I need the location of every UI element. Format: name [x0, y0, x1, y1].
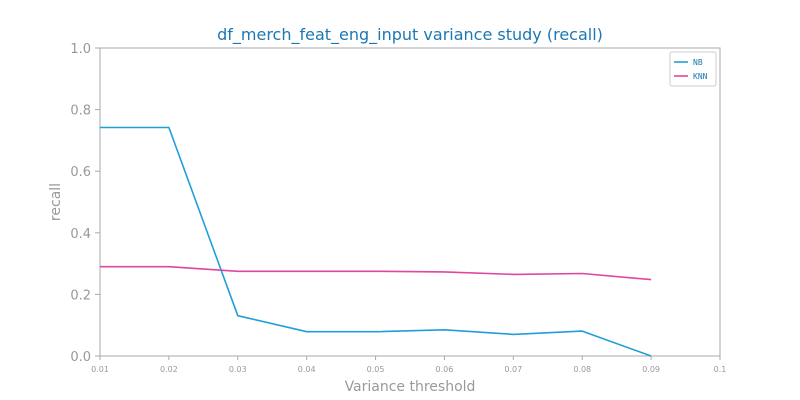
x-tick-label: 0.07 [504, 365, 522, 374]
y-tick-label: 0.0 [70, 350, 91, 365]
y-tick-label: 1.0 [70, 42, 91, 57]
x-axis-label: Variance threshold [345, 379, 476, 395]
legend-box [669, 51, 717, 87]
chart-title: df_merch_feat_eng_input variance study (… [217, 25, 603, 45]
legend-label: NB [693, 58, 703, 67]
x-tick-label: 0.02 [160, 365, 178, 374]
y-tick-label: 0.2 [70, 288, 91, 303]
x-tick-label: 0.01 [91, 365, 109, 374]
plot-frame [99, 47, 721, 357]
series-line-nb [100, 126, 652, 357]
x-tick-label: 0.06 [436, 365, 454, 374]
x-tick-label: 0.1 [714, 365, 727, 374]
y-tick-label: 0.6 [70, 165, 91, 180]
legend-label: KNN [693, 72, 708, 81]
y-axis-label: recall [48, 183, 64, 221]
x-tick-label: 0.09 [642, 365, 660, 374]
x-tick-label: 0.03 [229, 365, 247, 374]
series-group [100, 126, 652, 357]
y-axis: 0.0 0.2 0.4 0.6 0.8 1.0 [70, 42, 100, 365]
legend: NB KNN [669, 51, 717, 87]
y-tick-label: 0.8 [70, 104, 91, 119]
x-tick-label: 0.04 [298, 365, 316, 374]
x-axis: 0.01 0.02 0.03 0.04 0.05 0.06 0.07 0.08 0.09 0.1 [91, 356, 726, 374]
x-tick-label: 0.08 [573, 365, 591, 374]
x-tick-label: 0.05 [367, 365, 385, 374]
y-tick-label: 0.4 [70, 227, 91, 242]
series-line-knn [100, 265, 652, 281]
